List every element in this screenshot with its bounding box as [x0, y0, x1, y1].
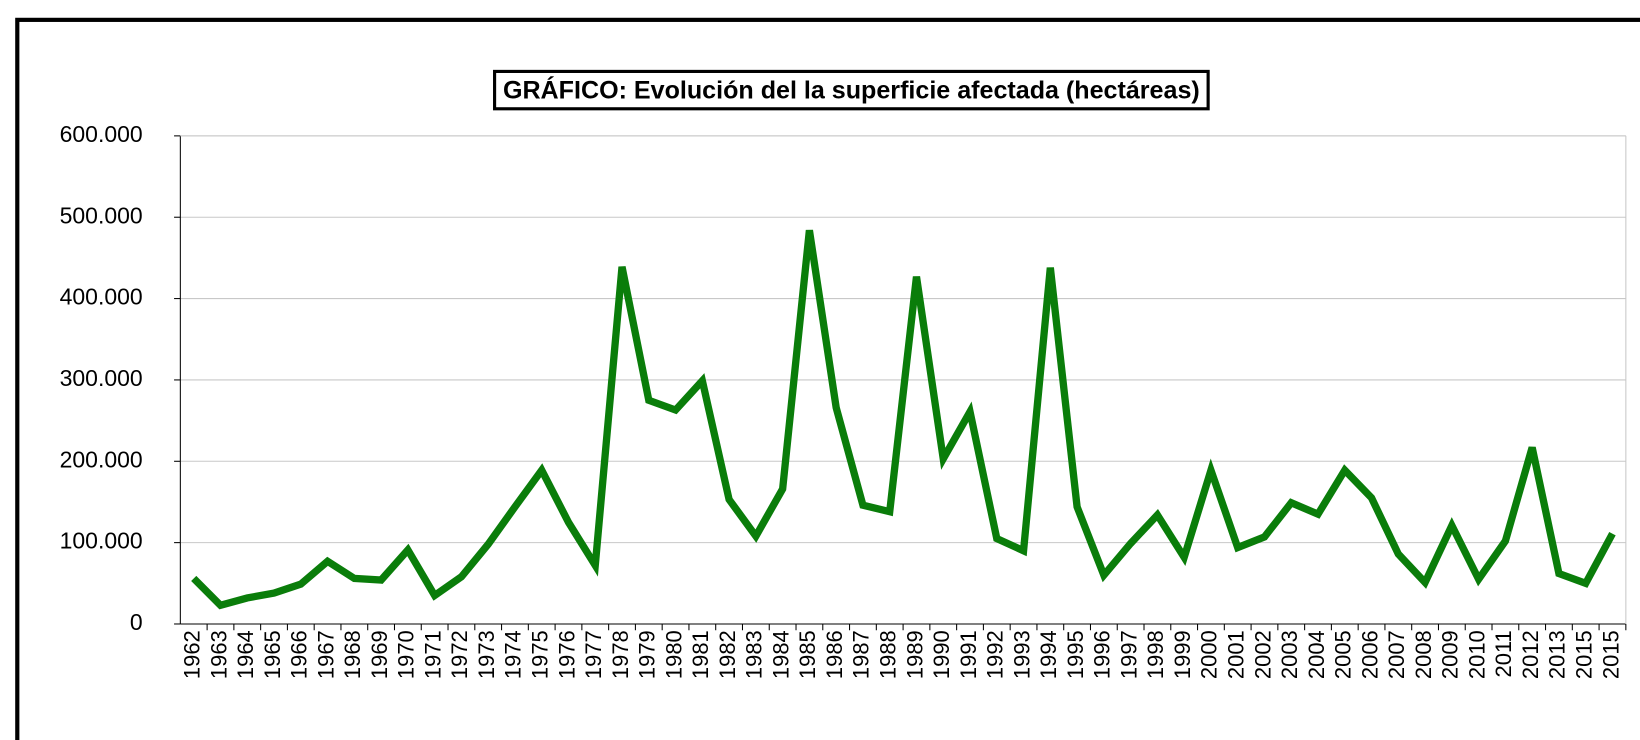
- x-tick-label: 2006: [1357, 630, 1382, 679]
- x-tick-label: 1984: [768, 630, 793, 679]
- x-tick-label: 1976: [554, 630, 579, 679]
- x-tick-label: 1975: [528, 630, 553, 679]
- x-tick-label: 1997: [1116, 630, 1141, 679]
- chart-title: GRÁFICO: Evolución del la superficie afe…: [503, 76, 1200, 105]
- chart-frame: [15, 17, 1640, 740]
- title-box: [493, 69, 1210, 111]
- x-tick-label: 1998: [1143, 630, 1168, 679]
- y-tick-label: 300.000: [60, 365, 143, 391]
- x-tick-label: 1989: [902, 630, 927, 679]
- x-tick-label: 1999: [1170, 630, 1195, 679]
- x-tick-label: 2009: [1438, 630, 1463, 679]
- x-tick-label: 1971: [420, 630, 445, 679]
- x-tick-label: 1981: [688, 630, 713, 679]
- x-tick-label: 1979: [635, 630, 660, 679]
- x-tick-label: 2010: [1464, 630, 1489, 679]
- x-tick-label: 2015: [1571, 630, 1596, 679]
- x-tick-label: 2015: [1598, 630, 1623, 679]
- x-tick-label: 1964: [233, 630, 258, 679]
- x-tick-label: 1965: [260, 630, 285, 679]
- x-tick-label: 1982: [715, 630, 740, 679]
- x-tick-label: 1988: [876, 630, 901, 679]
- y-tick-label: 0: [130, 609, 143, 635]
- x-tick-label: 1973: [474, 630, 499, 679]
- x-tick-label: 1963: [206, 630, 231, 679]
- x-tick-label: 1991: [956, 630, 981, 679]
- x-tick-label: 1962: [180, 630, 205, 679]
- x-tick-label: 1969: [367, 630, 392, 679]
- x-tick-label: 1994: [1036, 630, 1061, 679]
- x-tick-label: 1967: [313, 630, 338, 679]
- x-tick-label: 1977: [581, 630, 606, 679]
- x-tick-label: 1996: [1090, 630, 1115, 679]
- x-tick-label: 1974: [501, 630, 526, 679]
- x-tick-label: 1983: [742, 630, 767, 679]
- x-tick-label: 1992: [983, 630, 1008, 679]
- data-line: [191, 229, 1616, 610]
- x-tick-label: 2001: [1223, 630, 1248, 679]
- x-tick-label: 1966: [287, 630, 312, 679]
- x-tick-label: 2011: [1491, 630, 1516, 677]
- x-tick-label: 1980: [661, 630, 686, 679]
- x-tick-label: 1995: [1063, 630, 1088, 679]
- x-tick-label: 2002: [1250, 630, 1275, 679]
- x-tick-label: 1986: [822, 630, 847, 679]
- y-tick-label: 500.000: [60, 202, 143, 228]
- x-tick-label: 2012: [1518, 630, 1543, 679]
- x-tick-label: 2005: [1331, 630, 1356, 679]
- x-tick-label: 1968: [340, 630, 365, 679]
- x-tick-label: 1978: [608, 630, 633, 679]
- x-tick-label: 1987: [849, 630, 874, 679]
- x-tick-label: 2013: [1545, 630, 1570, 679]
- x-tick-label: 1972: [447, 630, 472, 679]
- x-tick-label: 2000: [1197, 630, 1222, 679]
- y-tick-label: 100.000: [60, 528, 143, 554]
- y-tick-label: 600.000: [60, 121, 143, 147]
- y-tick-label: 200.000: [60, 446, 143, 472]
- x-tick-label: 2003: [1277, 630, 1302, 679]
- x-tick-label: 1990: [929, 630, 954, 679]
- x-tick-label: 2008: [1411, 630, 1436, 679]
- y-tick-label: 400.000: [60, 284, 143, 310]
- x-tick-label: 1985: [795, 630, 820, 679]
- x-tick-label: 2007: [1384, 630, 1409, 679]
- x-tick-label: 1993: [1009, 630, 1034, 679]
- x-tick-label: 2004: [1304, 630, 1329, 679]
- x-tick-label: 1970: [394, 630, 419, 679]
